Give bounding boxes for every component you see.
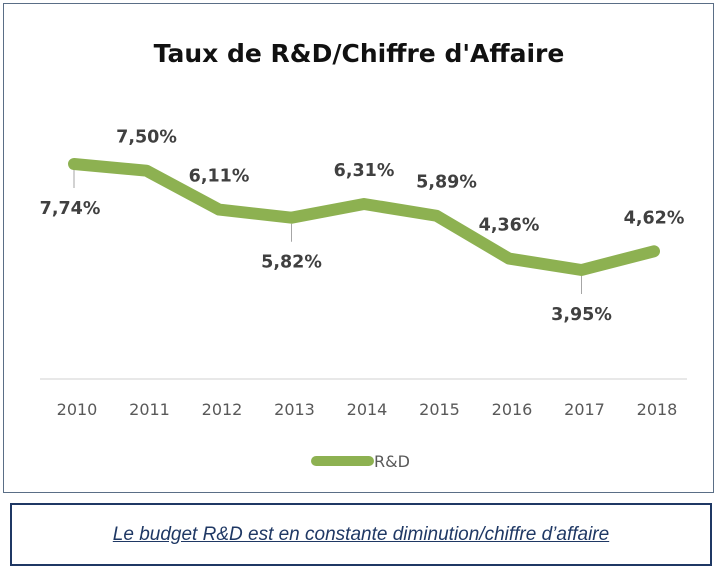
x-tick-label: 2014 <box>347 400 388 419</box>
data-labels: 7,74% 7,50% 6,11% 5,82% 6,31% 5,89% 4,36% 3,95%… <box>40 128 685 325</box>
x-tick-labels: 2010 2011 2012 2013 2014 2015 2016 2017 2018 <box>57 400 678 419</box>
x-tick-label: 2016 <box>492 400 533 419</box>
x-tick-label: 2013 <box>274 400 315 419</box>
data-label: 4,36% <box>479 216 540 236</box>
data-label: 6,11% <box>189 167 250 187</box>
caption-text: Le budget R&D est en constante diminutio… <box>112 523 610 545</box>
x-tick-label: 2018 <box>637 400 678 419</box>
chart-frame: Taux de R&D/Chiffre d'Affaire 7,74% 7,50%… <box>3 3 714 493</box>
caption-box: Le budget R&D est en constante diminutio… <box>10 503 712 566</box>
chart-title: Taux de R&D/Chiffre d'Affaire <box>154 39 565 68</box>
x-tick-label: 2017 <box>564 400 605 419</box>
x-tick-label: 2012 <box>202 400 243 419</box>
data-label: 6,31% <box>334 161 395 181</box>
x-tick-label: 2010 <box>57 400 98 419</box>
data-label: 4,62% <box>624 208 685 228</box>
data-label: 5,89% <box>416 173 477 193</box>
data-label: 7,50% <box>116 128 177 148</box>
data-label: 5,82% <box>261 253 322 273</box>
leader-lines <box>73 170 582 294</box>
series-line-rd <box>68 158 660 276</box>
line-chart: Taux de R&D/Chiffre d'Affaire 7,74% 7,50%… <box>40 39 687 471</box>
legend-label: R&D <box>374 452 410 471</box>
data-label: 3,95% <box>551 305 612 325</box>
legend: R&D <box>311 452 410 471</box>
series-layer <box>68 158 660 276</box>
x-tick-label: 2011 <box>129 400 170 419</box>
x-tick-label: 2015 <box>419 400 460 419</box>
data-label: 7,74% <box>40 199 101 219</box>
